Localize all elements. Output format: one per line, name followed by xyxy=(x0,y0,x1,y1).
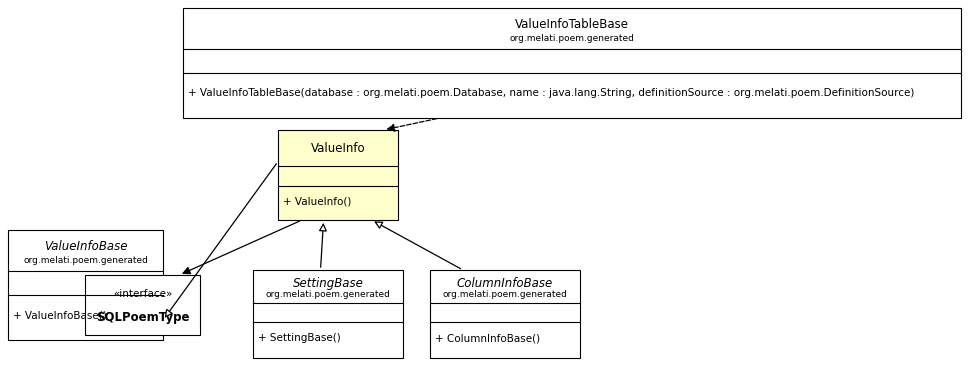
Text: org.melati.poem.generated: org.melati.poem.generated xyxy=(442,290,567,299)
Text: org.melati.poem.generated: org.melati.poem.generated xyxy=(509,34,634,43)
Text: SettingBase: SettingBase xyxy=(293,276,363,290)
Text: + ValueInfoBase(): + ValueInfoBase() xyxy=(13,310,106,320)
Bar xyxy=(430,270,580,358)
Text: + ValueInfoTableBase(database : org.melati.poem.Database, name : java.lang.Strin: + ValueInfoTableBase(database : org.mela… xyxy=(188,88,915,98)
Text: ValueInfo: ValueInfo xyxy=(310,142,365,155)
Bar xyxy=(85,275,200,335)
Text: ValueInfoTableBase: ValueInfoTableBase xyxy=(515,18,629,31)
Bar xyxy=(253,270,403,358)
Text: «interface»: «interface» xyxy=(113,289,172,299)
Text: ValueInfoBase: ValueInfoBase xyxy=(44,240,127,253)
Text: org.melati.poem.generated: org.melati.poem.generated xyxy=(265,290,390,299)
Text: SQLPoemType: SQLPoemType xyxy=(96,311,189,323)
Text: + ColumnInfoBase(): + ColumnInfoBase() xyxy=(435,333,540,343)
Text: ColumnInfoBase: ColumnInfoBase xyxy=(457,276,553,290)
Text: org.melati.poem.generated: org.melati.poem.generated xyxy=(23,256,148,265)
Bar xyxy=(278,130,398,220)
Text: + SettingBase(): + SettingBase() xyxy=(258,333,341,343)
Bar xyxy=(183,8,961,118)
Text: + ValueInfo(): + ValueInfo() xyxy=(283,196,351,206)
Bar xyxy=(8,230,163,340)
